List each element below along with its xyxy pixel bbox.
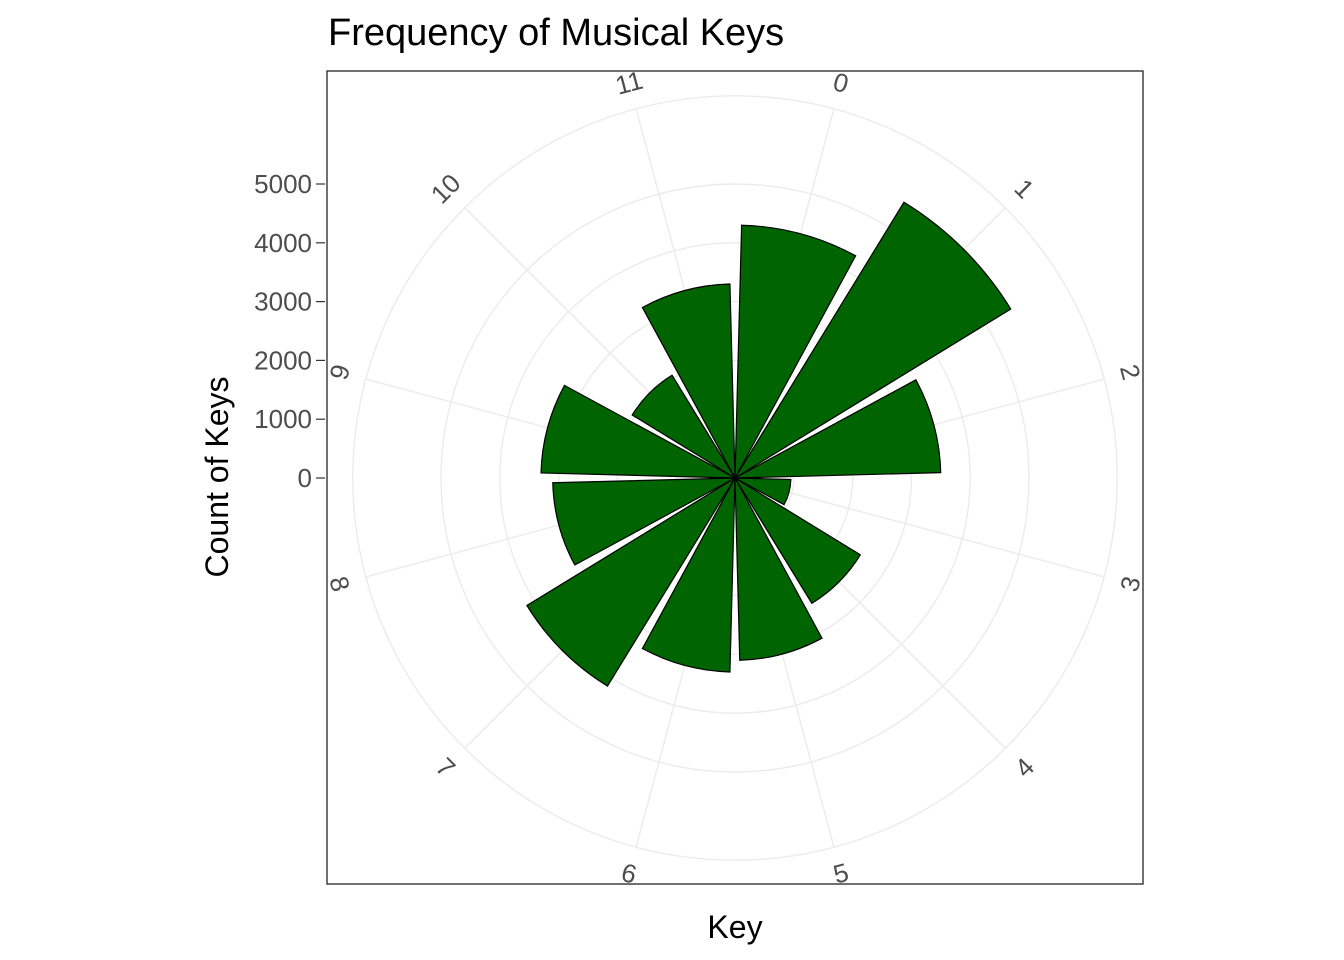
- bar-key-9: [540, 384, 736, 479]
- x-axis-title: Key: [707, 909, 762, 945]
- count-tick-label-3: 3000: [254, 287, 312, 317]
- count-tick-label-2: 2000: [254, 345, 312, 375]
- bars: [526, 201, 1012, 687]
- count-tick-label-4: 4000: [254, 228, 312, 258]
- chart-title: Frequency of Musical Keys: [328, 12, 784, 54]
- bar-key-11: [641, 283, 736, 479]
- bar-key-0: [734, 224, 857, 479]
- grid-circle-outer: [352, 95, 1118, 861]
- key-tick-label-5: 5: [830, 857, 852, 890]
- bar-key-7: [526, 477, 736, 687]
- key-tick-label-11: 11: [612, 65, 646, 101]
- count-tick-label-0: 0: [298, 463, 312, 493]
- bar-key-10: [631, 374, 736, 479]
- grid-circle-5: [440, 183, 1030, 773]
- count-tick-label-5: 5000: [254, 169, 312, 199]
- grid-circle-3: [557, 300, 913, 656]
- grid-circle-4: [499, 242, 971, 714]
- count-tick-label-1: 1000: [254, 404, 312, 434]
- key-tick-label-1: 1: [1009, 173, 1040, 204]
- key-tick-label-6: 6: [618, 857, 640, 890]
- bar-key-1: [734, 201, 1012, 479]
- bar-key-3: [734, 477, 792, 506]
- count-tick-labels: 0 1000 2000 3000 4000 5000: [254, 169, 325, 493]
- plot-panel-border: [326, 70, 1144, 885]
- grid-circle-1: [675, 418, 795, 538]
- key-tick-label-7: 7: [430, 752, 461, 783]
- bar-key-6: [641, 477, 736, 673]
- grid-circle-2: [616, 359, 854, 597]
- key-tick-label-2: 2: [1114, 361, 1147, 383]
- key-tick-label-8: 8: [323, 573, 356, 595]
- y-axis-title: Count of Keys: [199, 377, 235, 578]
- bar-key-8: [552, 477, 736, 566]
- grid-spoke-3: [734, 477, 1105, 578]
- key-tick-label-9: 9: [323, 361, 356, 383]
- bar-key-2: [734, 378, 942, 479]
- key-tick-label-3: 3: [1114, 573, 1147, 595]
- key-tick-label-10: 10: [425, 168, 467, 210]
- key-tick-label-4: 4: [1009, 752, 1040, 783]
- bar-key-4: [734, 477, 862, 605]
- bar-key-5: [734, 477, 823, 661]
